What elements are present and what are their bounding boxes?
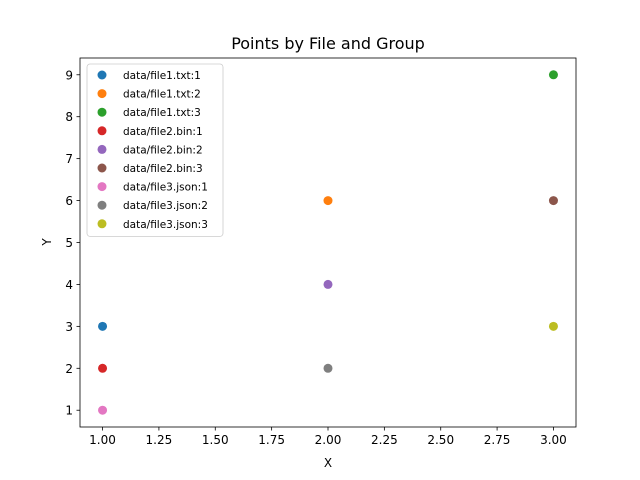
y-axis-title: Y bbox=[40, 238, 54, 247]
data-point bbox=[98, 405, 108, 415]
legend-marker bbox=[97, 219, 107, 229]
data-point bbox=[323, 279, 333, 289]
data-points bbox=[98, 70, 558, 415]
chart-title: Points by File and Group bbox=[231, 34, 425, 53]
y-tick-label: 7 bbox=[65, 152, 73, 166]
y-tick-label: 5 bbox=[65, 236, 73, 250]
y-tick-label: 9 bbox=[65, 68, 73, 82]
legend-marker bbox=[97, 182, 107, 192]
legend-marker bbox=[97, 107, 107, 117]
legend-marker bbox=[97, 200, 107, 210]
x-axis-title: X bbox=[324, 456, 332, 470]
y-tick-label: 8 bbox=[65, 110, 73, 124]
legend-entry-label: data/file2.bin:2 bbox=[123, 144, 203, 156]
legend-marker bbox=[97, 163, 107, 173]
data-point bbox=[548, 196, 558, 206]
y-tick-label: 6 bbox=[65, 194, 73, 208]
data-point bbox=[548, 70, 558, 80]
legend-marker bbox=[97, 126, 107, 136]
data-point bbox=[98, 363, 108, 373]
y-tick-label: 4 bbox=[65, 278, 73, 292]
y-tick-label: 3 bbox=[65, 320, 73, 334]
legend-entry-label: data/file1.txt:3 bbox=[123, 107, 201, 119]
legend-marker bbox=[97, 70, 107, 80]
y-tick-label: 1 bbox=[65, 404, 73, 418]
x-tick-label: 1.00 bbox=[89, 433, 116, 447]
x-tick-label: 1.50 bbox=[202, 433, 229, 447]
legend-entry-label: data/file2.bin:3 bbox=[123, 163, 203, 175]
legend-entry-label: data/file3.json:2 bbox=[123, 200, 208, 212]
legend-entry-label: data/file2.bin:1 bbox=[123, 126, 203, 138]
x-tick-label: 2.75 bbox=[484, 433, 511, 447]
legend-entry-label: data/file3.json:1 bbox=[123, 182, 208, 194]
legend-marker bbox=[97, 89, 107, 99]
legend: data/file1.txt:1 data/file1.txt:2 data/fil… bbox=[86, 63, 224, 237]
legend-marker bbox=[97, 144, 107, 154]
x-tick-label: 2.50 bbox=[427, 433, 454, 447]
legend-box bbox=[86, 63, 224, 237]
x-tick-label: 2.00 bbox=[315, 433, 342, 447]
x-axis: 1.00 1.25 1.50 1.75 2.00 2.25 2.50 2.75 3.00 bbox=[89, 427, 567, 447]
legend-entry-label: data/file1.txt:1 bbox=[123, 70, 201, 82]
x-tick-label: 1.75 bbox=[258, 433, 285, 447]
x-tick-label: 2.25 bbox=[371, 433, 398, 447]
legend-entry-label: data/file3.json:3 bbox=[123, 219, 208, 231]
x-tick-label: 3.00 bbox=[540, 433, 567, 447]
data-point bbox=[323, 363, 333, 373]
y-tick-label: 2 bbox=[65, 362, 73, 376]
legend-entry-label: data/file1.txt:2 bbox=[123, 89, 201, 101]
data-point bbox=[323, 196, 333, 206]
y-axis: 1 2 3 4 5 6 7 8 9 bbox=[65, 68, 80, 418]
data-point bbox=[548, 321, 558, 331]
data-point bbox=[98, 321, 108, 331]
x-tick-label: 1.25 bbox=[146, 433, 173, 447]
